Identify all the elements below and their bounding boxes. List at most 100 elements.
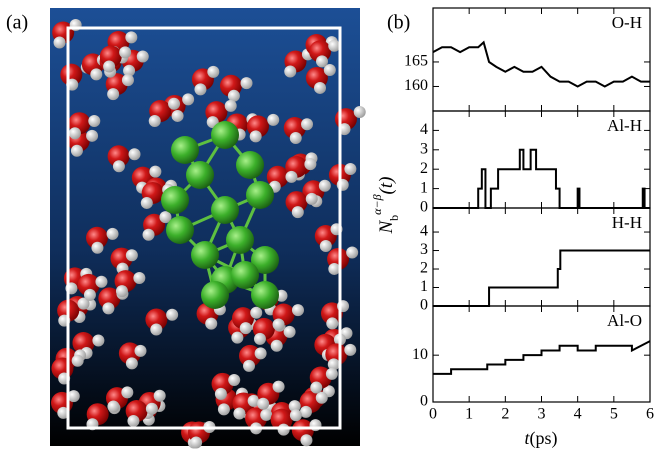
hydrogen-atom — [301, 118, 314, 131]
hydrogen-atom — [148, 115, 161, 128]
y-tick-label: 160 — [404, 77, 428, 94]
hydrogen-atom — [106, 227, 119, 240]
data-line — [433, 148, 650, 209]
hydrogen-atom — [224, 99, 237, 112]
aluminum-atom — [226, 226, 254, 254]
hydrogen-atom — [227, 89, 240, 102]
aluminum-atom — [191, 241, 219, 269]
oxygen-atom — [283, 117, 306, 140]
hydrogen-atom — [67, 390, 80, 403]
hydrogen-atom — [128, 148, 141, 161]
hydrogen-atom — [249, 130, 262, 143]
aluminum-atom — [246, 181, 274, 209]
hydrogen-atom — [107, 400, 120, 413]
oxygen-atom — [77, 273, 100, 296]
hydrogen-atom — [267, 113, 280, 126]
hydrogen-atom — [353, 105, 366, 118]
hydrogen-atom — [315, 391, 328, 404]
hydrogen-atom — [91, 241, 104, 254]
y-tick-label: 1 — [420, 278, 428, 295]
hydrogen-atom — [257, 397, 270, 410]
hydrogen-atom — [318, 179, 331, 192]
hydrogen-atom — [239, 322, 252, 335]
hydrogen-atom — [103, 60, 116, 73]
panel-title: Al-O — [607, 311, 642, 330]
y-tick-label: 3 — [420, 140, 428, 157]
hydrogen-atom — [125, 31, 138, 44]
aluminum-atom — [201, 281, 229, 309]
hydrogen-atom — [190, 436, 203, 449]
hydrogen-atom — [272, 380, 285, 393]
hydrogen-atom — [121, 386, 134, 399]
hydrogen-atom — [88, 115, 101, 128]
hydrogen-atom — [77, 297, 90, 310]
x-tick-label: 3 — [538, 406, 546, 423]
oxygen-atom — [86, 226, 109, 249]
y-tick-label: 0 — [420, 199, 428, 216]
hydrogen-atom — [125, 249, 138, 262]
oxygen-atom — [145, 308, 168, 331]
aluminum-atom — [211, 121, 239, 149]
hydrogen-atom — [253, 332, 266, 345]
hydrogen-atom — [86, 129, 99, 142]
data-line — [433, 340, 651, 375]
oxygen-atom — [285, 191, 308, 214]
hydrogen-atom — [313, 81, 326, 94]
hydrogen-atom — [207, 65, 220, 78]
aluminum-atom — [231, 261, 259, 289]
hydrogen-atom — [323, 63, 336, 76]
hydrogen-atom — [299, 405, 312, 418]
hydrogen-atom — [136, 50, 149, 63]
aluminum-atom — [251, 246, 279, 274]
hydrogen-atom — [115, 285, 128, 298]
hydrogen-atom — [205, 317, 218, 330]
hydrogen-atom — [344, 343, 357, 356]
hydrogen-atom — [133, 271, 146, 284]
hydrogen-atom — [260, 408, 273, 421]
y-tick-label: 2 — [420, 160, 428, 177]
hydrogen-atom — [182, 93, 195, 106]
hydrogen-atom — [304, 158, 317, 171]
y-axis-label: Nbα−β(t) — [370, 177, 401, 235]
hydrogen-atom — [285, 170, 298, 183]
hydrogen-atom — [247, 394, 260, 407]
hydrogen-atom — [127, 414, 140, 427]
aluminum-atom — [166, 216, 194, 244]
hydrogen-atom — [233, 407, 246, 420]
hydrogen-atom — [214, 387, 227, 400]
hydrogen-atom — [159, 211, 172, 224]
hydrogen-atom — [344, 162, 357, 175]
hydrogen-atom — [346, 246, 359, 259]
hydrogen-atom — [150, 323, 163, 336]
hydrogen-atom — [68, 127, 81, 140]
hydrogen-atom — [168, 97, 181, 110]
y-tick-label: 4 — [420, 121, 428, 138]
hydrogen-atom — [319, 240, 332, 253]
hydrogen-atom — [153, 389, 166, 402]
y-tick-label: 165 — [404, 53, 428, 70]
hydrogen-atom — [270, 339, 283, 352]
aluminum-atom — [251, 281, 279, 309]
hydrogen-atom — [326, 317, 339, 330]
molecules — [51, 19, 366, 449]
hydrogen-atom — [272, 318, 285, 331]
hydrogen-atom — [291, 206, 304, 219]
aluminum-atom — [171, 136, 199, 164]
hydrogen-atom — [289, 409, 302, 422]
oxygen-atom — [60, 63, 83, 86]
aluminum-atom — [186, 161, 214, 189]
hydrogen-atom — [90, 68, 103, 81]
hydrogen-atom — [217, 403, 230, 416]
oxygen-atom — [98, 287, 121, 310]
hydrogen-atom — [140, 196, 153, 209]
aluminum-atom — [161, 186, 189, 214]
aluminum-atom — [236, 151, 264, 179]
x-tick-label: 6 — [646, 406, 654, 423]
hydrogen-atom — [328, 39, 341, 52]
hydrogen-atom — [300, 434, 313, 447]
panel-title: Al-H — [607, 116, 642, 135]
aluminum-atom — [211, 196, 239, 224]
hydrogen-atom — [107, 88, 120, 101]
panel-label: (b) — [387, 12, 410, 34]
